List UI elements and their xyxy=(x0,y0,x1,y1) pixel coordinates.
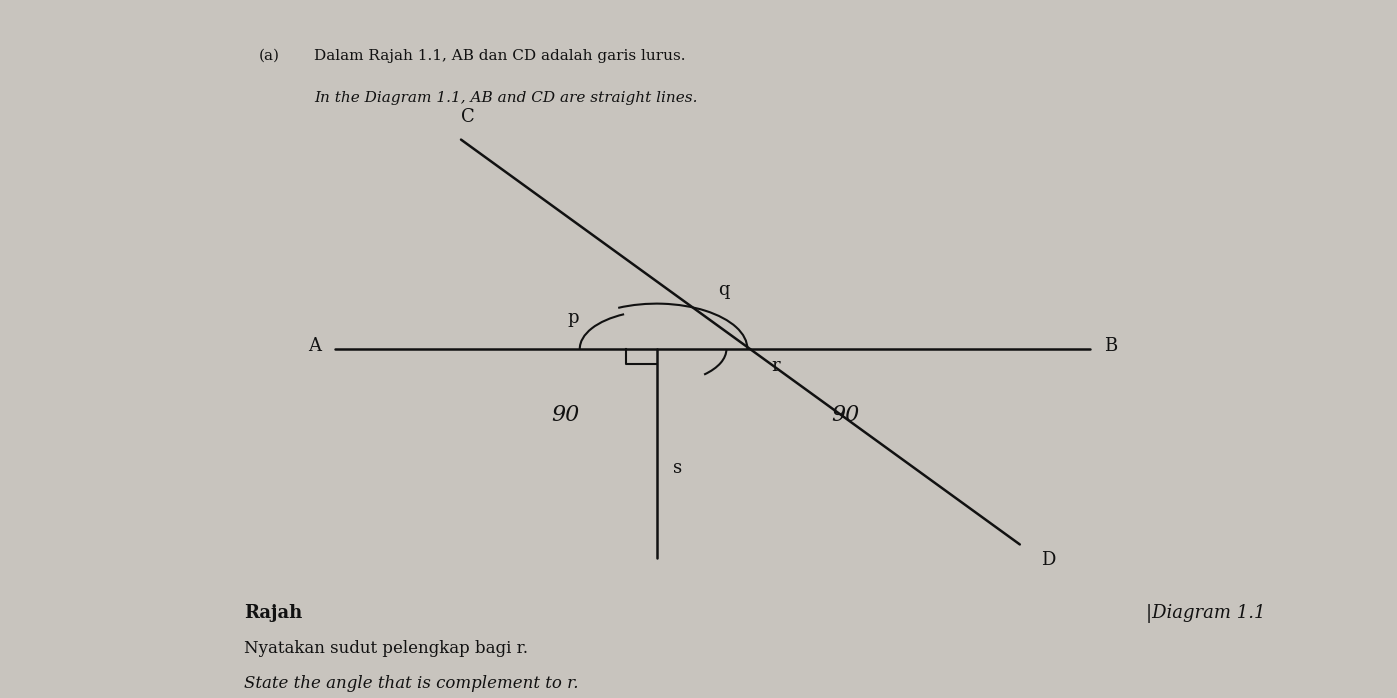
Text: Dalam Rajah 1.1, AB dan CD adalah garis lurus.: Dalam Rajah 1.1, AB dan CD adalah garis … xyxy=(314,49,686,63)
Text: C: C xyxy=(461,107,475,126)
Text: 90: 90 xyxy=(831,404,859,426)
Text: A: A xyxy=(309,336,321,355)
Text: (a): (a) xyxy=(258,49,279,63)
Text: s: s xyxy=(673,459,682,477)
Text: State the angle that is complement to r.: State the angle that is complement to r. xyxy=(244,674,578,692)
Text: B: B xyxy=(1104,336,1116,355)
Text: q: q xyxy=(718,281,729,299)
Text: |Diagram 1.1: |Diagram 1.1 xyxy=(1146,604,1266,623)
Text: D: D xyxy=(1041,551,1055,570)
Text: Rajah: Rajah xyxy=(244,604,303,622)
Text: p: p xyxy=(567,309,578,327)
Text: In the Diagram 1.1, AB and CD are straight lines.: In the Diagram 1.1, AB and CD are straig… xyxy=(314,91,698,105)
Text: Nyatakan sudut pelengkap bagi r.: Nyatakan sudut pelengkap bagi r. xyxy=(244,639,528,657)
Text: r: r xyxy=(771,357,780,376)
Text: 90: 90 xyxy=(552,404,580,426)
